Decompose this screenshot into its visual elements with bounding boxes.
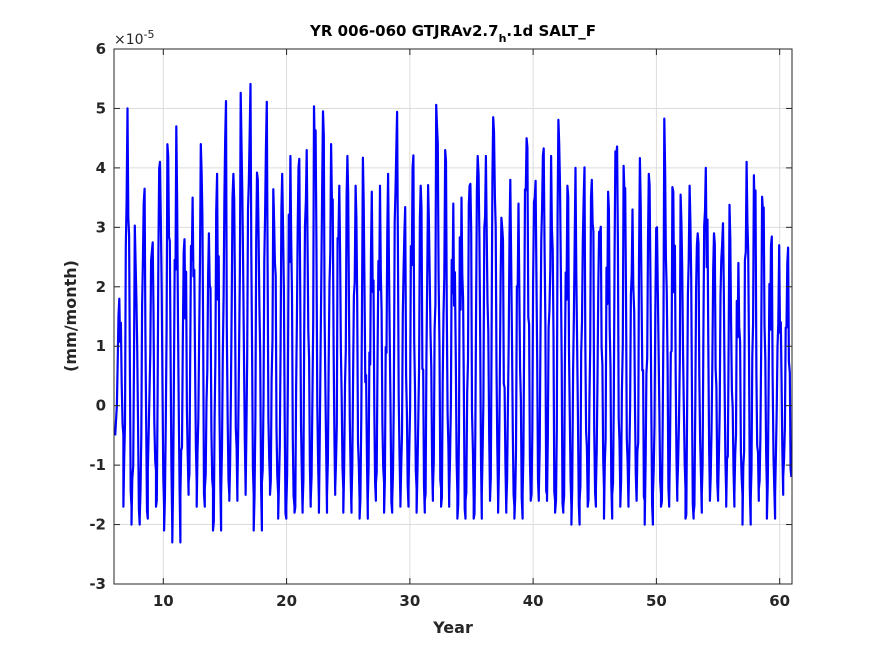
y-tick-label: 1 bbox=[96, 337, 106, 355]
y-tick-label: -1 bbox=[89, 456, 106, 474]
y-tick-label: 0 bbox=[96, 397, 106, 415]
y-tick-label: 5 bbox=[96, 99, 106, 117]
x-tick-label: 60 bbox=[769, 592, 790, 610]
series-line bbox=[114, 82, 793, 544]
y-tick-label: 4 bbox=[96, 159, 106, 177]
y-tick-label: -2 bbox=[89, 516, 106, 534]
x-tick-label: 10 bbox=[153, 592, 174, 610]
axes-box bbox=[113, 48, 793, 585]
y-tick-label: 2 bbox=[96, 278, 106, 296]
series-line-layer bbox=[114, 82, 793, 544]
x-axis-label: Year bbox=[432, 618, 473, 637]
y-exponent-label: ×10-5 bbox=[114, 28, 155, 48]
x-tick-label: 30 bbox=[399, 592, 420, 610]
x-tick-label: 50 bbox=[646, 592, 667, 610]
y-axis-label: (mm/month) bbox=[61, 260, 80, 372]
chart-title: YR 006-060 GTJRAv2.7h.1d SALT_F bbox=[309, 22, 596, 45]
x-tick-label: 20 bbox=[276, 592, 297, 610]
y-tick-label: -3 bbox=[89, 575, 106, 593]
y-tick-label: 6 bbox=[96, 40, 106, 58]
y-tick-label: 3 bbox=[96, 218, 106, 236]
x-tick-label: 40 bbox=[523, 592, 544, 610]
ticks: 10 20 30 40 50 60 -3 -2 -1 0 1 2 3 4 5 6 bbox=[89, 40, 792, 610]
